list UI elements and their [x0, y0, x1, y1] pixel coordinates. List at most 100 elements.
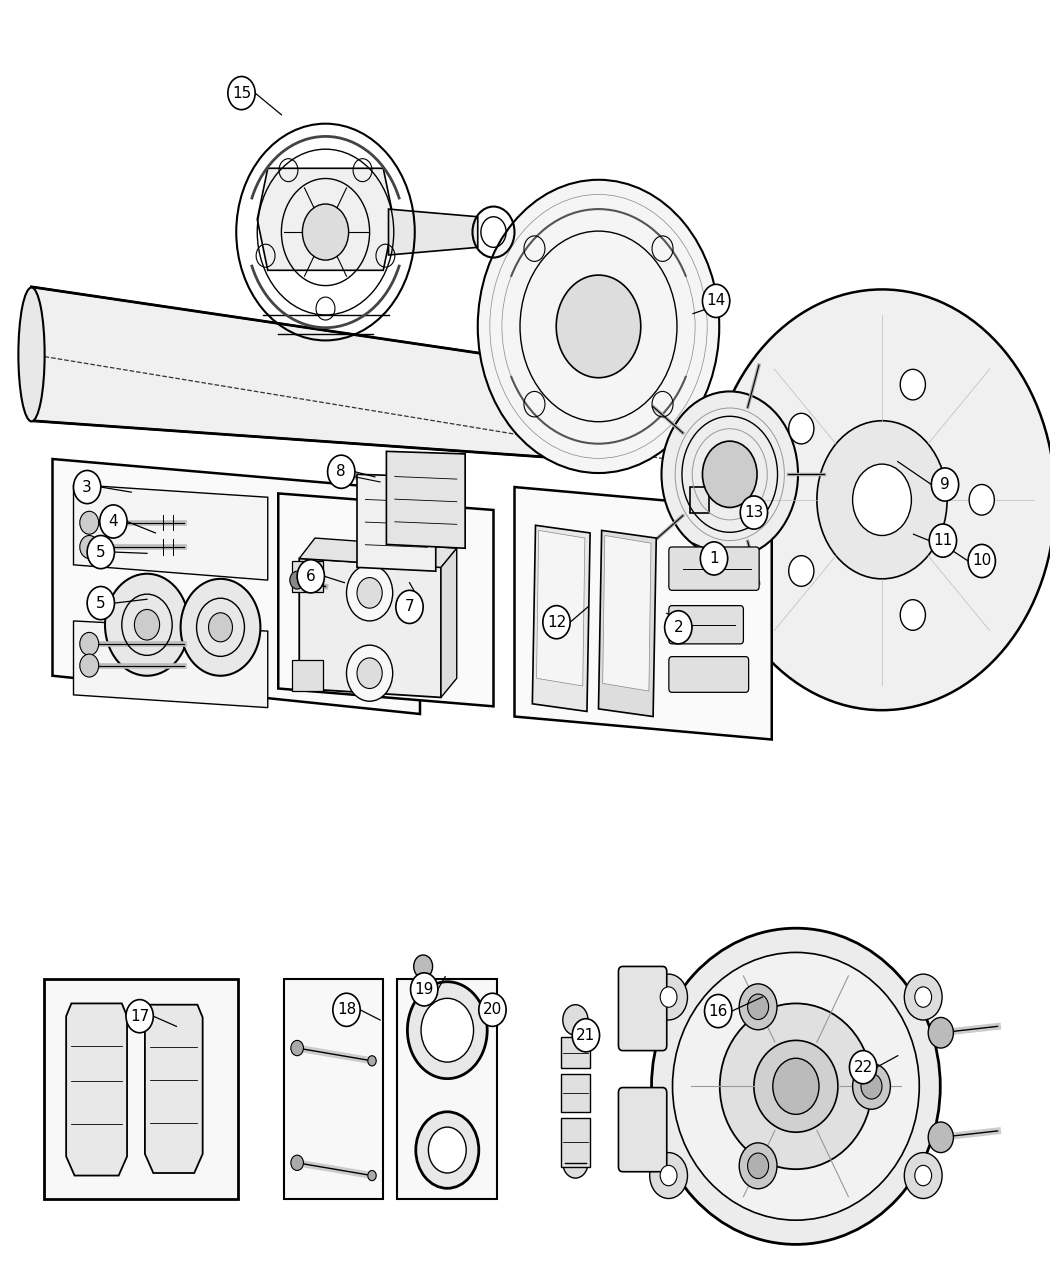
- FancyBboxPatch shape: [618, 1088, 667, 1172]
- Bar: [292, 561, 323, 592]
- Circle shape: [407, 982, 487, 1079]
- Bar: [44, 979, 238, 1198]
- Circle shape: [705, 994, 732, 1028]
- Circle shape: [773, 1058, 819, 1114]
- Ellipse shape: [720, 1003, 872, 1169]
- Circle shape: [650, 1153, 688, 1198]
- Circle shape: [543, 606, 570, 639]
- Circle shape: [346, 645, 393, 701]
- Circle shape: [414, 955, 433, 978]
- Circle shape: [357, 658, 382, 688]
- Circle shape: [572, 1019, 600, 1052]
- Circle shape: [333, 993, 360, 1026]
- Bar: [561, 1074, 590, 1112]
- Polygon shape: [32, 287, 609, 462]
- Polygon shape: [441, 548, 457, 697]
- Circle shape: [817, 421, 947, 579]
- Circle shape: [660, 987, 677, 1007]
- FancyBboxPatch shape: [669, 547, 759, 590]
- Circle shape: [900, 370, 925, 400]
- Text: 5: 5: [96, 544, 106, 560]
- Circle shape: [80, 536, 99, 558]
- Circle shape: [291, 1155, 303, 1170]
- Circle shape: [396, 590, 423, 623]
- Circle shape: [411, 973, 438, 1006]
- Text: 11: 11: [933, 533, 952, 548]
- Text: 15: 15: [232, 85, 251, 101]
- Circle shape: [928, 1122, 953, 1153]
- Polygon shape: [386, 451, 465, 548]
- Circle shape: [849, 1051, 877, 1084]
- Circle shape: [328, 455, 355, 488]
- Polygon shape: [357, 474, 436, 571]
- Circle shape: [209, 613, 232, 641]
- Polygon shape: [690, 487, 709, 513]
- Polygon shape: [299, 558, 441, 697]
- Circle shape: [915, 987, 931, 1007]
- Circle shape: [479, 993, 506, 1026]
- Polygon shape: [514, 487, 772, 740]
- Circle shape: [368, 1056, 376, 1066]
- Circle shape: [650, 974, 688, 1020]
- Circle shape: [861, 1074, 882, 1099]
- Polygon shape: [532, 525, 590, 711]
- Polygon shape: [74, 621, 268, 708]
- FancyBboxPatch shape: [669, 606, 743, 644]
- Text: 6: 6: [306, 569, 316, 584]
- Circle shape: [357, 578, 382, 608]
- Circle shape: [929, 524, 957, 557]
- Circle shape: [853, 1063, 890, 1109]
- Circle shape: [368, 1170, 376, 1181]
- Circle shape: [739, 1142, 777, 1188]
- Text: 19: 19: [415, 982, 434, 997]
- Circle shape: [291, 1040, 303, 1056]
- Circle shape: [297, 560, 324, 593]
- Bar: [561, 1118, 590, 1167]
- Circle shape: [700, 542, 728, 575]
- Polygon shape: [278, 493, 494, 706]
- Text: 9: 9: [940, 477, 950, 492]
- Circle shape: [915, 1165, 931, 1186]
- Circle shape: [789, 556, 814, 586]
- Circle shape: [789, 413, 814, 444]
- Circle shape: [904, 974, 942, 1020]
- Polygon shape: [74, 484, 268, 580]
- Circle shape: [346, 565, 393, 621]
- Bar: [292, 660, 323, 691]
- FancyBboxPatch shape: [618, 966, 667, 1051]
- Circle shape: [660, 1165, 677, 1186]
- Circle shape: [900, 599, 925, 630]
- Text: 22: 22: [854, 1060, 873, 1075]
- Circle shape: [931, 468, 959, 501]
- Text: 4: 4: [108, 514, 119, 529]
- Circle shape: [739, 984, 777, 1030]
- Text: 8: 8: [336, 464, 346, 479]
- Circle shape: [709, 289, 1050, 710]
- Circle shape: [563, 1005, 588, 1035]
- Circle shape: [87, 586, 114, 620]
- Text: 12: 12: [547, 615, 566, 630]
- Circle shape: [80, 654, 99, 677]
- Polygon shape: [603, 536, 651, 691]
- Polygon shape: [145, 1005, 203, 1173]
- Polygon shape: [52, 459, 420, 714]
- Circle shape: [100, 505, 127, 538]
- Ellipse shape: [19, 288, 44, 421]
- Circle shape: [740, 496, 768, 529]
- Circle shape: [105, 574, 189, 676]
- Circle shape: [748, 994, 769, 1020]
- Circle shape: [556, 275, 640, 377]
- Circle shape: [87, 536, 114, 569]
- Circle shape: [335, 463, 352, 483]
- Circle shape: [928, 1017, 953, 1048]
- Circle shape: [968, 544, 995, 578]
- Circle shape: [302, 204, 349, 260]
- Circle shape: [702, 441, 757, 507]
- Circle shape: [662, 391, 798, 557]
- Polygon shape: [66, 1003, 127, 1176]
- Polygon shape: [537, 530, 585, 686]
- Text: 18: 18: [337, 1002, 356, 1017]
- Bar: [397, 979, 497, 1198]
- Circle shape: [702, 284, 730, 317]
- Circle shape: [969, 484, 994, 515]
